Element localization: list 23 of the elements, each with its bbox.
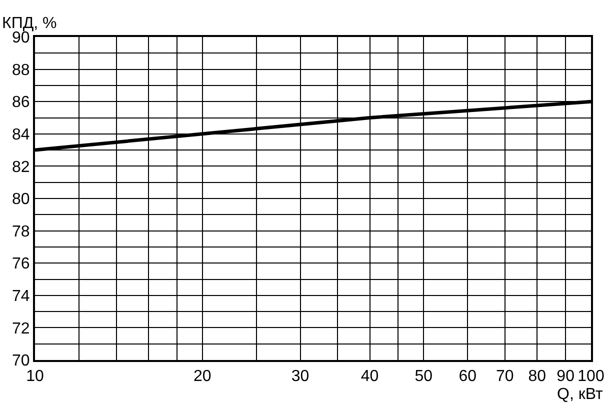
- x-tick-label: 70: [496, 368, 514, 386]
- y-tick-label: 78: [12, 223, 30, 240]
- y-tick-label: 76: [12, 256, 30, 273]
- x-tick-label: 10: [26, 368, 44, 386]
- x-tick-label: 80: [528, 368, 546, 386]
- y-tick-label: 88: [12, 62, 30, 79]
- x-tick-label: 60: [458, 368, 477, 386]
- y-axis-title: КПД, %: [2, 15, 57, 32]
- x-tick-label: 100: [578, 368, 604, 386]
- x-tick-label: 30: [291, 368, 310, 386]
- x-tick-label: 20: [193, 368, 212, 386]
- y-tick-label: 84: [12, 126, 30, 144]
- y-tick-label: 90: [12, 30, 30, 47]
- x-tick-label: 50: [414, 368, 433, 386]
- x-tick-label: 90: [556, 368, 575, 386]
- y-tick-label: 72: [12, 320, 30, 338]
- x-tick-label: 40: [360, 368, 379, 386]
- y-tick-label: 82: [12, 158, 30, 176]
- y-tick-label: 70: [12, 352, 30, 370]
- y-tick-label: 74: [12, 288, 30, 305]
- x-axis-title: Q, кВт: [557, 386, 604, 403]
- y-tick-label: 80: [12, 191, 30, 208]
- y-tick-label: 86: [12, 94, 30, 112]
